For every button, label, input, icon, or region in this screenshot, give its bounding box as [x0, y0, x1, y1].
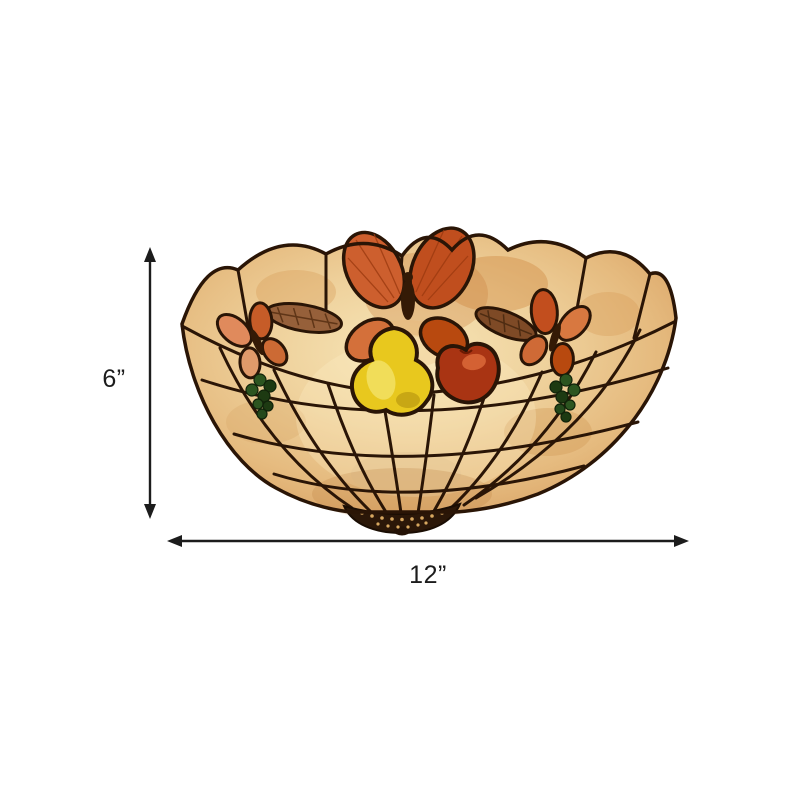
lamp-shade	[180, 226, 678, 536]
pear-jewel	[349, 325, 435, 417]
lamp-base-cap	[342, 502, 462, 536]
leaf-right	[474, 306, 538, 342]
arrow-up-icon	[144, 247, 156, 262]
width-dimension-arrow	[167, 535, 689, 547]
grape-cluster-left	[245, 373, 277, 420]
height-dimension-label: 6”	[102, 365, 126, 393]
width-dimension-label: 12”	[409, 561, 447, 589]
butterfly-center	[341, 226, 476, 363]
height-dimension-arrow	[144, 247, 156, 519]
arrow-left-icon	[167, 535, 182, 547]
arrow-down-icon	[144, 504, 156, 519]
butterfly-left	[215, 301, 289, 380]
arrow-right-icon	[674, 535, 689, 547]
lamp-outline	[180, 233, 678, 514]
lamp-photo	[180, 226, 678, 536]
apple-jewel	[435, 341, 501, 405]
grape-cluster-right	[549, 373, 581, 423]
butterfly-right	[519, 288, 592, 378]
